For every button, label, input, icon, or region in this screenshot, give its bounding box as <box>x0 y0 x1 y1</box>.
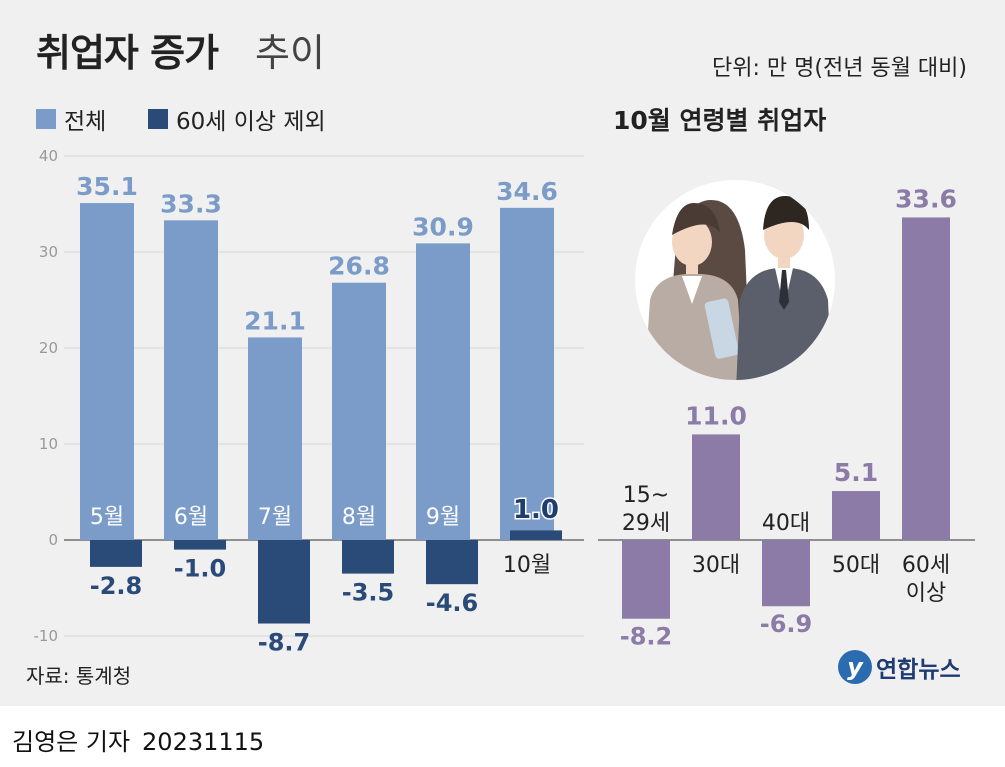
legend-label-total: 전체 <box>64 109 107 135</box>
y-tick-label: -10 <box>34 627 59 645</box>
bar-excl60 <box>258 540 310 624</box>
x-category-label: 6월 <box>174 505 208 530</box>
data-label-total: 33.3 <box>160 189 222 218</box>
bar-age <box>692 434 740 540</box>
x-category-label: 60세 <box>902 553 950 578</box>
data-label-age: 33.6 <box>895 184 957 213</box>
data-label-excl60: -3.5 <box>342 579 394 607</box>
age-chart-title: 10월 연령별 취업자 <box>613 106 827 135</box>
x-category-label: 29세 <box>622 511 670 536</box>
y-tick-label: 0 <box>48 531 58 549</box>
yonhap-logo: y 연합뉴스 <box>838 650 961 684</box>
reporter-name: 김영은 기자 <box>12 728 131 756</box>
source-note: 자료: 통계청 <box>26 664 132 688</box>
bar-chart: 40 30 20 10 0 -10 35.1 -2.8 5월 33.3 -1.0 6월 21.1 -8.… <box>34 147 975 657</box>
bar-total <box>164 220 218 540</box>
legend-label-excl60: 60세 이상 제외 <box>176 109 326 135</box>
publish-date: 20231115 <box>142 728 265 756</box>
data-label-age: 5.1 <box>834 458 878 487</box>
y-tick-label: 10 <box>39 435 58 453</box>
x-category-label: 50대 <box>832 553 880 578</box>
y-tick-label: 30 <box>39 243 58 261</box>
data-label-total: 21.1 <box>244 306 306 335</box>
chart-title: 취업자 증가 <box>36 31 219 75</box>
x-category-label: 10월 <box>503 553 551 578</box>
data-label-excl60: -8.7 <box>258 629 310 657</box>
bar-total <box>332 282 386 540</box>
x-category-label: 5월 <box>90 505 124 530</box>
bar-excl60 <box>90 540 142 567</box>
legend-item-excl60: 60세 이상 제외 <box>148 102 326 136</box>
legend-item-total: 전체 <box>36 102 106 136</box>
x-category-label: 15~ <box>623 483 669 508</box>
data-label-age: 11.0 <box>685 401 747 430</box>
data-label-excl60: -1.0 <box>174 555 226 583</box>
logo-mark: y <box>838 650 872 684</box>
byline: 김영은 기자 20231115 <box>12 722 264 757</box>
y-tick-label: 40 <box>39 147 58 165</box>
x-category-label: 7월 <box>258 505 292 530</box>
bar-excl60 <box>174 540 226 550</box>
x-category-label: 이상 <box>906 581 946 606</box>
data-label-total: 35.1 <box>76 172 138 201</box>
x-category-label: 9월 <box>426 505 460 530</box>
data-label-total: 30.9 <box>412 212 474 241</box>
x-category-label: 40대 <box>762 511 810 536</box>
x-category-label: 8월 <box>342 505 376 530</box>
bar-excl60 <box>510 530 562 540</box>
bar-age <box>622 540 670 619</box>
bar-age <box>832 491 880 540</box>
data-label-age: -8.2 <box>620 623 672 651</box>
data-label-excl60: 1.0 <box>513 495 559 525</box>
data-label-excl60: -4.6 <box>426 589 478 617</box>
office-workers-illustration <box>635 180 835 380</box>
bar-excl60 <box>342 540 394 574</box>
bar-age <box>762 540 810 607</box>
data-label-total: 26.8 <box>328 252 390 281</box>
y-tick-label: 20 <box>39 339 58 357</box>
chart-title-suffix: 추이 <box>255 31 325 75</box>
data-label-excl60: -2.8 <box>90 572 142 600</box>
bar-age <box>902 217 950 540</box>
bar-total <box>248 337 302 540</box>
bar-total <box>80 203 134 541</box>
bar-total <box>416 243 470 541</box>
bar-total <box>500 207 554 540</box>
legend-swatch-excl60 <box>148 109 168 129</box>
logo-name: 연합뉴스 <box>876 657 961 683</box>
bar-excl60 <box>426 540 478 585</box>
x-category-label: 30대 <box>692 553 740 578</box>
data-label-age: -6.9 <box>760 610 812 638</box>
unit-label: 단위: 만 명(전년 동월 대비) <box>712 56 967 81</box>
legend-swatch-total <box>36 109 56 129</box>
data-label-total: 34.6 <box>496 177 558 206</box>
